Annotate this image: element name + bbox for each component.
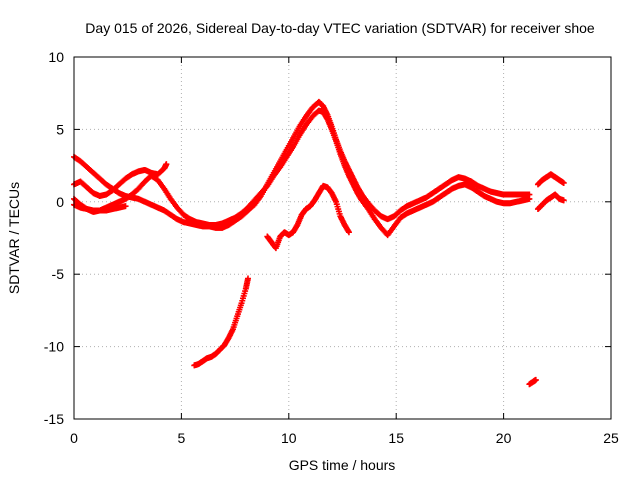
series-track-i: [526, 376, 539, 388]
x-axis-label: GPS time / hours: [289, 457, 396, 473]
series-track-c: [71, 161, 170, 200]
series-track-d: [71, 201, 129, 214]
series-track-g: [534, 171, 567, 188]
plot-frame: [73, 56, 612, 420]
data-point-marker: [560, 179, 567, 186]
y-tick-label: 0: [56, 194, 64, 210]
data-points: [71, 98, 567, 388]
chart-title: Day 015 of 2026, Sidereal Day-to-day VTE…: [85, 20, 595, 36]
y-tick-label: -15: [44, 411, 64, 427]
x-tick-label: 5: [178, 430, 186, 446]
x-tick-label: 15: [388, 430, 404, 446]
y-axis-label: SDTVAR / TECUs: [6, 182, 22, 294]
data-point-marker: [560, 197, 567, 204]
series-track-f: [191, 275, 251, 369]
x-tick-label: 10: [281, 430, 297, 446]
data-point-marker: [163, 161, 170, 168]
y-tick-label: 5: [56, 121, 64, 137]
data-point-marker: [532, 376, 539, 383]
data-point-marker: [526, 195, 533, 202]
series-track-h: [534, 191, 567, 213]
data-point-marker: [345, 229, 352, 236]
series-track-b: [71, 107, 533, 239]
y-tick-label: -5: [52, 266, 65, 282]
x-tick-label: 0: [70, 430, 78, 446]
data-point-marker: [244, 275, 251, 282]
data-point-marker: [122, 203, 129, 210]
x-tick-label: 20: [496, 430, 512, 446]
y-tick-label: 10: [48, 49, 64, 65]
tick-labels: 0 5 10 15 20 25 10 5 0 -5 -10 -15: [44, 49, 619, 446]
x-tick-label: 25: [603, 430, 619, 446]
series-track-e: [264, 182, 352, 252]
y-tick-label: -10: [44, 339, 64, 355]
